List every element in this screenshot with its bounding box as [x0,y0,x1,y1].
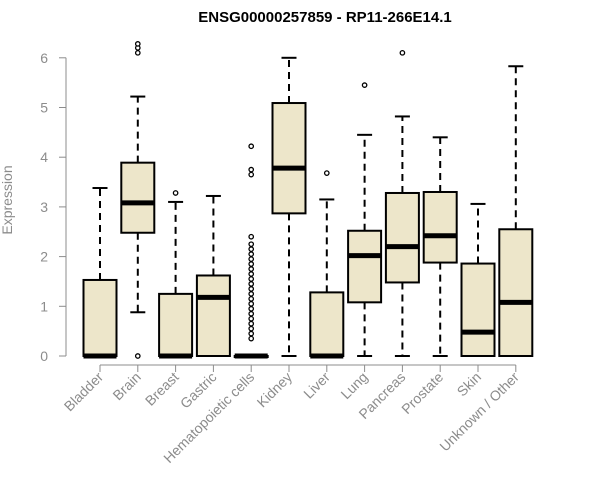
box-body [158,292,194,357]
box-body [422,190,458,264]
x-tick-label: Bladder [61,369,107,415]
outlier-point [248,246,255,252]
x-tick-label: Liver [300,369,333,402]
y-axis: 0 1 2 3 4 5 6 [40,50,67,364]
outlier-point [248,320,255,327]
box-prostate [422,136,458,357]
box-body [347,229,383,304]
box-skin [460,202,496,358]
outlier-point [248,310,255,317]
box-body [82,278,118,358]
y-axis-label: Expression [0,165,15,234]
box-body [309,291,345,358]
x-tick-label: Prostate [398,369,446,417]
outlier-point [248,330,255,337]
x-tick-label: Lung [337,369,370,402]
y-tick-label: 0 [40,348,48,364]
y-tick-label: 1 [40,298,48,314]
outlier-point [134,49,141,56]
outlier-point [248,271,255,277]
outlier-point [248,171,255,178]
outlier-point [248,256,255,262]
outlier-point [248,241,255,248]
y-tick-label: 6 [40,50,48,66]
box-brain [120,41,156,359]
outlier-point [248,286,255,292]
outlier-point [361,82,368,88]
outlier-point [248,325,255,332]
outlier-point [248,335,255,342]
outlier-point [323,170,330,176]
box-kidney [271,56,307,357]
box-liver [309,170,345,359]
box-breast [158,190,194,359]
chart-title: ENSG00000257859 - RP11-266E14.1 [198,9,452,26]
outlier-point [248,315,255,322]
box-gastric [195,194,231,357]
y-tick-label: 3 [40,199,48,215]
outlier-point [248,261,255,267]
box-pancreas [384,49,420,357]
outlier-point [248,143,255,150]
y-tick-label: 4 [40,149,48,165]
outlier-point [248,276,255,282]
x-tick-label: Breast [142,369,182,409]
x-tick-label: Kidney [254,369,296,411]
outlier-point [248,295,255,302]
box-body [384,191,420,284]
outlier-point [248,251,255,257]
outlier-point [248,166,255,173]
outlier-point [399,49,406,56]
outlier-point [248,266,255,272]
outlier-point [134,353,141,359]
outlier-point [134,41,141,47]
box-bladder [82,187,118,359]
box-body [498,228,534,357]
box-body [120,161,156,234]
outlier-point [248,281,255,287]
y-tick-label: 2 [40,249,48,265]
x-tick-label: Brain [109,369,143,403]
box-unknown-other [498,65,534,357]
outlier-point [248,300,255,307]
x-tick-label: Skin [454,369,485,400]
box-body [460,262,496,358]
box-body [195,274,231,357]
box-lung [347,82,383,357]
outlier-point [172,190,179,196]
outlier-point [248,305,255,312]
outlier-point [248,291,255,297]
box-hematopoietic-cells [233,143,269,359]
y-tick-label: 5 [40,100,48,116]
boxplot-series [82,41,534,359]
box-body [271,102,307,215]
outlier-point [248,233,255,240]
